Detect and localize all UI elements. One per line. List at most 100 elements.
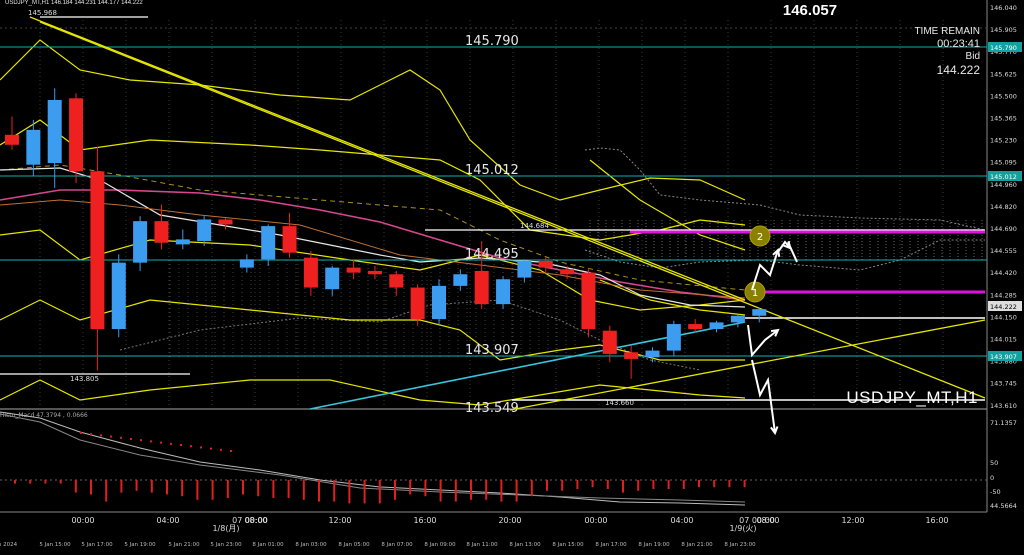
bid-label: Bid <box>965 51 980 62</box>
envelope-bands <box>0 39 746 406</box>
macd-dot <box>110 435 112 438</box>
candle-body <box>218 219 233 225</box>
price-tick: 144.285 <box>990 291 1017 299</box>
band-line <box>0 299 745 361</box>
arrow-up-2 <box>777 240 791 253</box>
time-label: 07 00:00 <box>739 516 775 525</box>
resistance-label: 144.684 <box>520 222 549 230</box>
ichimoku-cloud <box>119 147 986 371</box>
symbol-info: USDJPY_MT,H1 146.184 144.231 144.177 144… <box>5 0 143 6</box>
bar-time-label: 8 Jan 05:00 <box>338 542 370 548</box>
moving-averages <box>0 167 746 308</box>
bar-time-label: 8 Jan 13:00 <box>509 542 541 548</box>
bar-time-label: 8 Jan 19:00 <box>638 542 670 548</box>
candle-body <box>645 350 660 358</box>
price-tick: 144.820 <box>990 203 1017 211</box>
arrow-scenario-up-head <box>770 328 780 337</box>
macd-dot <box>130 438 132 440</box>
candle-body <box>303 257 318 288</box>
macd-dot <box>210 447 212 450</box>
price-tick: 144.690 <box>990 225 1017 233</box>
level-label-143.549: 143.549 <box>465 401 519 416</box>
candle-body <box>346 267 361 273</box>
time-label: 12:00 <box>841 516 864 525</box>
macd-dot <box>120 436 122 439</box>
macd-dot <box>190 445 192 448</box>
price-tag-bg <box>988 351 1022 361</box>
candle-body <box>709 322 724 330</box>
bar-time-label: 8 Jan 09:00 <box>424 542 456 548</box>
candle-body <box>5 134 19 145</box>
band-line <box>599 279 746 316</box>
price-tag-bg <box>988 301 1022 311</box>
macd-tick: 44.5664 <box>990 502 1017 510</box>
marker-circle-2 <box>749 225 771 247</box>
time-label: 00:00 <box>71 516 94 525</box>
arrow-scenario-down <box>751 359 776 434</box>
price-tag: 143.907 <box>990 353 1017 361</box>
price-tag: 145.012 <box>990 173 1017 181</box>
time-remain-value: 00:23:41 <box>937 38 980 50</box>
bar-time-label: 5 Jan 23:00 <box>210 542 242 548</box>
arrow-scenario-down-head <box>770 426 779 436</box>
downtrend-line-long <box>39 21 986 399</box>
candle-body <box>175 239 190 245</box>
time-label: 20:00 <box>498 516 521 525</box>
time-label: 12:00 <box>328 516 351 525</box>
candle-body <box>154 221 169 243</box>
candle-body <box>474 270 489 305</box>
macd-tick: 0 <box>990 474 994 482</box>
arrow-up-1 <box>751 249 779 291</box>
candle-body <box>325 267 340 290</box>
price-tick: 145.625 <box>990 70 1017 78</box>
price-tick: 144.150 <box>990 313 1017 321</box>
cloud-span-b <box>584 239 985 271</box>
candle-body <box>26 129 41 165</box>
bar-time-label: 8 Jan 23:00 <box>724 542 756 548</box>
candle-body <box>666 324 681 351</box>
bar-time-label: 8 Jan 17:00 <box>595 542 627 548</box>
arrow-up-1-head <box>772 248 781 258</box>
ma-orange <box>0 199 746 299</box>
macd-panel: Histo_Macd 47.3794 , 0.0666 <box>0 411 987 506</box>
price-tick: 144.420 <box>990 269 1017 277</box>
date-label: 1/8(月) <box>212 524 239 533</box>
horizontal-levels[interactable]: 145.790 145.012 144.495 143.907 143.549 145.9… <box>0 9 987 416</box>
candle-body <box>133 221 148 263</box>
candle-body <box>752 309 767 316</box>
uptrend-line <box>509 319 986 411</box>
candle-body <box>282 226 297 253</box>
marker-label-1: 1 <box>752 288 758 299</box>
price-tick: 145.365 <box>990 115 1017 123</box>
time-label: 00:00 <box>584 516 607 525</box>
price-tick: 144.960 <box>990 181 1017 189</box>
time-label: 16:00 <box>925 516 948 525</box>
bar-time-label: 5 Jan 21:00 <box>168 542 200 548</box>
annotations[interactable]: 12 <box>744 225 798 436</box>
bar-time-label: 8 Jan 15:00 <box>552 542 584 548</box>
bar-time-label: 5 Jan 15:00 <box>39 542 71 548</box>
time-label: 08:00 <box>244 516 267 525</box>
band-line <box>589 159 746 251</box>
date-label: 1/9(火) <box>729 524 756 533</box>
candle-body <box>432 285 446 320</box>
candle-body <box>197 219 212 242</box>
price-tag-bg <box>988 171 1022 181</box>
candle-body <box>602 330 617 354</box>
bar-time-label: 8 Jan 21:00 <box>681 542 713 548</box>
bar-time-label: 5 Jan 17:00 <box>81 542 113 548</box>
band-dashed <box>0 164 746 291</box>
macd-dot <box>170 442 172 445</box>
candle-body <box>410 287 425 320</box>
time-label: 07 00:00 <box>232 516 268 525</box>
time-label: 04:00 <box>670 516 693 525</box>
time-label: 04:00 <box>156 516 179 525</box>
level-label-145.012: 145.012 <box>465 163 519 178</box>
price-tick: 143.745 <box>990 380 1017 388</box>
macd-dot <box>100 434 102 437</box>
price-tick: 143.610 <box>990 402 1017 410</box>
price-tick: 144.555 <box>990 247 1017 255</box>
low-marker-label: 143.805 <box>70 375 99 383</box>
